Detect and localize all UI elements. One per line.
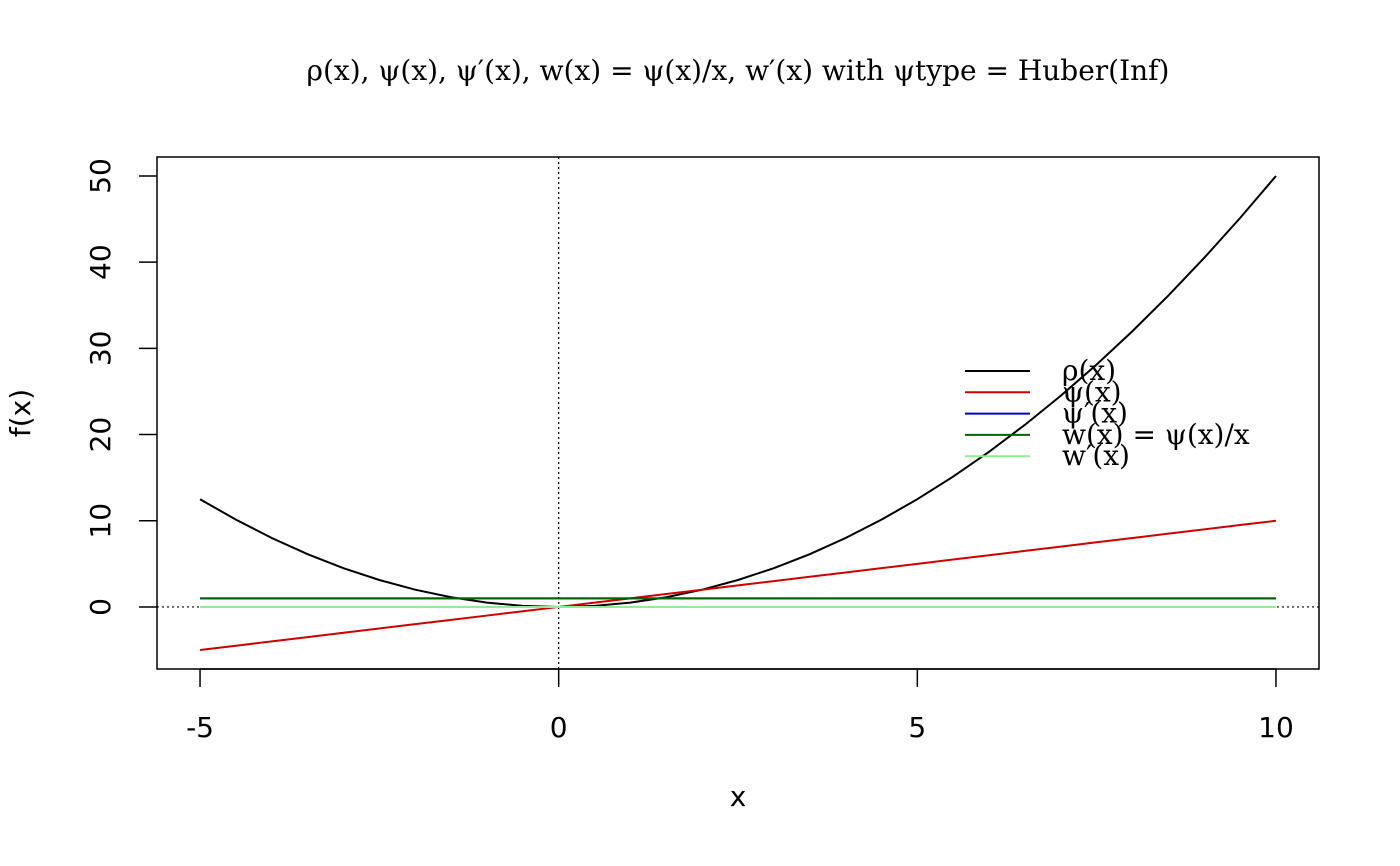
legend-label: ψ′(x) xyxy=(1062,397,1128,430)
y-axis-label: f(x) xyxy=(4,389,37,437)
x-tick-label: 10 xyxy=(1258,711,1294,744)
legend-label: ρ(x) xyxy=(1062,354,1116,387)
y-tick-label: 0 xyxy=(84,598,117,616)
series-line xyxy=(199,519,1277,652)
y-tick-label: 40 xyxy=(84,244,117,280)
y-tick-label: 50 xyxy=(84,158,117,194)
legend-label: w(x) = ψ(x)/x xyxy=(1062,418,1250,451)
chart-title: ρ(x), ψ(x), ψ′(x), w(x) = ψ(x)/x, w′(x) … xyxy=(307,54,1170,87)
y-tick-label: 20 xyxy=(84,417,117,453)
x-tick-label: 5 xyxy=(908,711,926,744)
y-tick-label: 10 xyxy=(84,503,117,539)
legend-label: ψ(x) xyxy=(1062,375,1122,408)
series-line xyxy=(199,175,1277,608)
x-tick-label: 0 xyxy=(550,711,568,744)
legend-label: w′(x) xyxy=(1062,439,1130,472)
y-tick-label: 30 xyxy=(84,331,117,367)
x-axis-label: x xyxy=(730,780,747,813)
plot-box xyxy=(156,156,1320,670)
x-tick-label: -5 xyxy=(186,711,214,744)
